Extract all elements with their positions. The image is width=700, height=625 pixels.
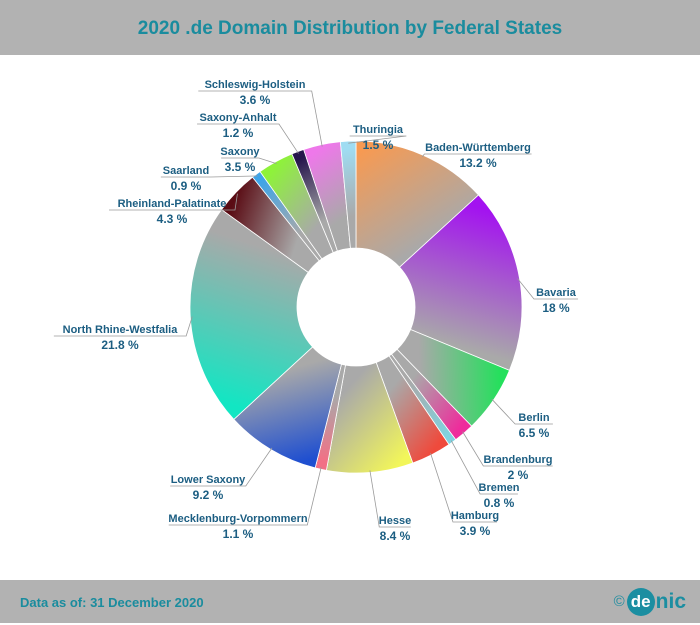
value-mecklenburg-vorpommern: 1.1 % — [223, 527, 254, 541]
label-saxony: Saxony — [220, 146, 260, 158]
leader-lower-saxony — [170, 447, 273, 487]
value-saxony: 3.5 % — [225, 160, 256, 174]
logo-text: nic — [655, 589, 686, 613]
leader-mecklenburg-vorpommern — [168, 467, 322, 526]
leader-north-rhine-westfalia — [53, 316, 193, 337]
chart-title: 2020 .de Domain Distribution by Federal … — [137, 18, 563, 39]
leader-bremen — [450, 440, 518, 495]
leader-schleswig-holstein — [198, 90, 323, 147]
value-thuringia: 1.5 % — [363, 138, 394, 152]
leader-saxony-anhalt — [197, 123, 299, 154]
value-saxony-anhalt: 1.2 % — [223, 126, 254, 140]
leader-bavaria — [517, 278, 579, 300]
donut-chart: Baden-Württemberg 13.2 % Bavaria 18 % Berlin… — [53, 79, 579, 543]
leader-brandenburg — [462, 431, 553, 467]
value-baden-wurttemberg: 13.2 % — [459, 156, 497, 170]
leader-saxony — [221, 157, 277, 164]
label-baden-wurttemberg: Baden-Württemberg — [425, 142, 531, 154]
label-bremen: Bremen — [479, 482, 520, 494]
value-saarland: 0.9 % — [171, 179, 202, 193]
data-date-note: Data as of: 31 December 2020 — [20, 595, 204, 610]
leader-thuringia — [348, 135, 407, 144]
value-bavaria: 18 % — [542, 301, 570, 315]
leader-hamburg — [430, 452, 498, 523]
header-bar: 2020 .de Domain Distribution by Federal … — [0, 0, 700, 55]
donut-hole — [297, 248, 415, 366]
leader-saarland — [160, 175, 258, 178]
value-schleswig-holstein: 3.6 % — [240, 93, 271, 107]
label-hesse: Hesse — [379, 515, 411, 527]
footer-bar: Data as of: 31 December 2020 © de nic — [0, 580, 700, 623]
label-lower-saxony: Lower Saxony — [171, 474, 246, 486]
label-rheinland-palatinate: Rheinland-Palatinate — [118, 198, 227, 210]
label-hamburg: Hamburg — [451, 510, 499, 522]
copyright-symbol: © — [613, 593, 625, 610]
label-thuringia: Thuringia — [353, 124, 404, 136]
label-mecklenburg-vorpommern: Mecklenburg-Vorpommern — [168, 513, 307, 525]
value-bremen: 0.8 % — [484, 496, 515, 510]
label-schleswig-holstein: Schleswig-Holstein — [205, 79, 306, 91]
value-hamburg: 3.9 % — [460, 524, 491, 538]
label-saxony-anhalt: Saxony-Anhalt — [199, 112, 276, 124]
label-berlin: Berlin — [518, 412, 549, 424]
label-north-rhine-westfalia: North Rhine-Westfalia — [63, 324, 179, 336]
leader-hesse — [369, 470, 411, 528]
label-saarland: Saarland — [163, 165, 209, 177]
value-berlin: 6.5 % — [519, 426, 550, 440]
label-brandenburg: Brandenburg — [483, 454, 552, 466]
leader-rheinland-palatinate — [109, 193, 238, 211]
value-north-rhine-westfalia: 21.8 % — [101, 338, 139, 352]
label-bavaria: Bavaria — [536, 287, 577, 299]
leader-berlin — [491, 398, 553, 425]
value-rheinland-palatinate: 4.3 % — [157, 212, 188, 226]
leader-baden-wurttemberg — [421, 153, 532, 158]
value-hesse: 8.4 % — [380, 529, 411, 543]
logo-circle-icon: de — [626, 587, 655, 616]
value-lower-saxony: 9.2 % — [193, 488, 224, 502]
denic-logo: © de nic — [614, 585, 686, 618]
value-brandenburg: 2 % — [508, 468, 529, 482]
